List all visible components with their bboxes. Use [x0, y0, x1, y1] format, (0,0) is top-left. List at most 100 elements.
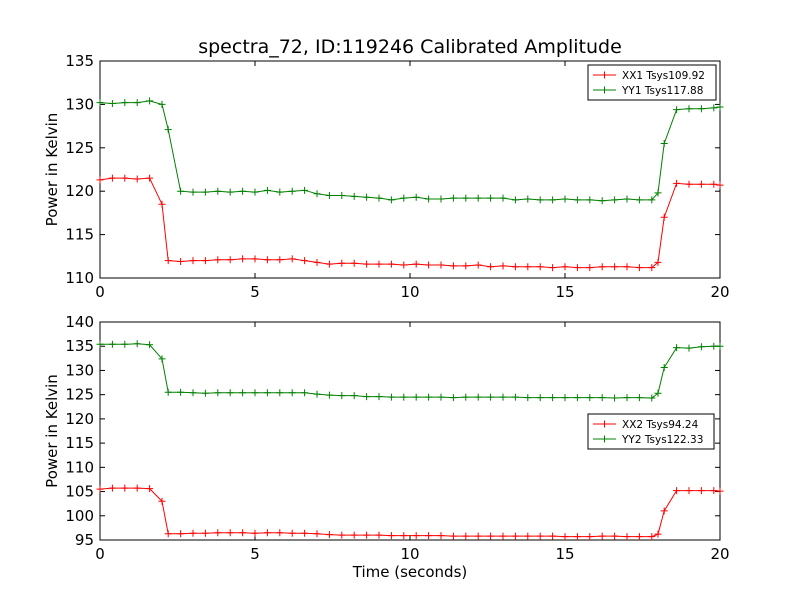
data-point [325, 391, 333, 399]
data-point [716, 181, 724, 189]
data-point [201, 188, 209, 196]
data-point [251, 188, 259, 196]
legend-box [587, 64, 717, 101]
data-point [524, 263, 532, 271]
bottom-panel: 0 5 10 15 20 95 100 105 110 115 120 125 130 135 140 Pow… [43, 313, 730, 581]
data-point [363, 193, 371, 201]
y-tick-label: 120 [65, 410, 94, 428]
data-point [561, 195, 569, 203]
data-point [635, 533, 643, 541]
x-tick-label: 10 [400, 545, 419, 563]
data-point [350, 192, 358, 200]
y-axis-label: Power in Kelvin [43, 113, 61, 227]
x-tick-label: 5 [250, 283, 260, 301]
data-point [313, 258, 321, 266]
series-xx1 [96, 174, 724, 272]
data-point [660, 364, 668, 372]
data-point [363, 531, 371, 539]
data-point [108, 174, 116, 182]
data-point [648, 533, 656, 541]
data-point [449, 194, 457, 202]
data-point [301, 389, 309, 397]
y-tick-label: 130 [65, 361, 94, 379]
data-point [716, 487, 724, 495]
data-point [561, 533, 569, 541]
legend-marker [601, 420, 608, 428]
data-point [338, 531, 346, 539]
data-point [611, 263, 619, 271]
data-point [363, 260, 371, 268]
data-point [164, 126, 172, 134]
data-point [146, 485, 154, 493]
data-point [437, 393, 445, 401]
data-point [146, 174, 154, 182]
data-point [487, 263, 495, 271]
data-point [276, 389, 284, 397]
y-tick-label: 135 [65, 337, 94, 355]
data-point [375, 393, 383, 401]
data-point [673, 344, 681, 352]
x-tick-label: 15 [555, 545, 574, 563]
y-tick-label: 105 [65, 483, 94, 501]
y-tick-label: 115 [65, 226, 94, 244]
data-point [387, 196, 395, 204]
data-point [288, 255, 296, 263]
data-point [263, 389, 271, 397]
data-point [511, 532, 519, 540]
data-point [449, 532, 457, 540]
data-point [313, 190, 321, 198]
data-point [214, 389, 222, 397]
data-point [549, 264, 557, 272]
y-axis-label: Power in Kelvin [43, 374, 61, 488]
data-point [121, 99, 129, 107]
data-point [251, 389, 259, 397]
data-point [133, 340, 141, 348]
data-point [189, 529, 197, 537]
data-point [536, 196, 544, 204]
data-point [375, 194, 383, 202]
data-point [412, 193, 420, 201]
data-point [251, 255, 259, 263]
data-point [313, 530, 321, 538]
x-tick-label: 10 [400, 283, 419, 301]
data-point [648, 264, 656, 272]
data-point [338, 392, 346, 400]
data-point [573, 264, 581, 272]
data-point [164, 257, 172, 265]
data-point [573, 394, 581, 402]
data-point [177, 530, 185, 538]
top-panel: 0 5 10 15 20 110 115 120 125 130 135 Power in Kelvi… [43, 52, 730, 301]
data-point [226, 529, 234, 537]
data-point [375, 531, 383, 539]
data-point [685, 105, 693, 113]
data-point [623, 394, 631, 402]
data-point [462, 194, 470, 202]
data-point [121, 340, 129, 348]
x-tick-label: 0 [95, 283, 105, 301]
data-point [474, 393, 482, 401]
data-point [654, 189, 662, 197]
data-point [387, 532, 395, 540]
data-point [549, 196, 557, 204]
data-point [226, 389, 234, 397]
legend-box [587, 413, 715, 450]
data-point [685, 487, 693, 495]
data-point [573, 533, 581, 541]
data-point [437, 195, 445, 203]
data-point [214, 529, 222, 537]
data-point [96, 176, 104, 184]
data-point [263, 256, 271, 264]
data-point [462, 393, 470, 401]
data-point [611, 394, 619, 402]
data-point [400, 393, 408, 401]
data-point [716, 103, 724, 111]
y-tick-label: 125 [65, 139, 94, 157]
data-point [412, 393, 420, 401]
data-point [189, 389, 197, 397]
data-point [133, 175, 141, 183]
legend-label: XX2 Tsys94.24 [622, 419, 699, 431]
data-point [301, 186, 309, 194]
data-point [499, 532, 507, 540]
data-point [325, 531, 333, 539]
